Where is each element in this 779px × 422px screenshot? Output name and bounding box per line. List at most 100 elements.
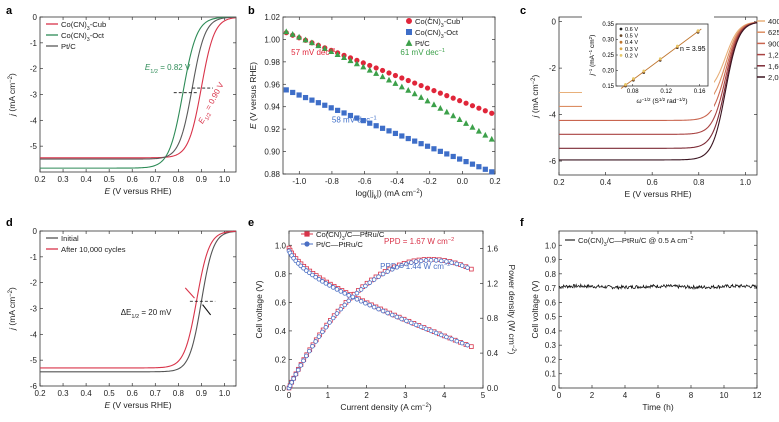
tafel-point-square xyxy=(373,123,379,129)
y-tick-label: 0 xyxy=(33,13,38,22)
power-density-point xyxy=(438,258,444,264)
y-tick-label: -3 xyxy=(30,91,38,100)
legend-marker xyxy=(405,28,412,35)
panel-f-durability: 0 2 4 6 8 10 12 0 0.1 0.2 0.3 0.4 0.5 0.6 0.7 0.8 0.9 1.0… xyxy=(530,230,762,412)
x-tick-label: -0.4 xyxy=(390,177,404,186)
tafel-point-circle xyxy=(386,70,392,76)
polarization-point xyxy=(307,270,312,276)
legend-label: 625 xyxy=(768,28,779,37)
x-tick-label: 0.4 xyxy=(81,175,93,184)
legend-label: Pt/C—PtRu/C xyxy=(316,240,363,249)
tafel-point-triangle xyxy=(424,97,431,104)
tafel-point-square xyxy=(399,133,405,139)
polarization-point xyxy=(465,342,470,348)
inset-x-tick-label: 0.16 xyxy=(694,89,706,95)
x-tick-label: -1.0 xyxy=(292,177,306,186)
tafel-point-square xyxy=(360,118,366,124)
lsv-curve-cub xyxy=(40,17,237,159)
tafel-point-square xyxy=(405,135,411,142)
x-tick-label: 0.9 xyxy=(196,389,208,398)
power-density-point xyxy=(418,258,424,264)
tafel-point-square xyxy=(367,120,373,126)
ppd-label-red: PPD = 1.67 W cm−2 xyxy=(384,237,454,246)
x-tick-label: 0.2 xyxy=(34,389,46,398)
tafel-point-square xyxy=(290,89,296,96)
x-tick-label: 2 xyxy=(590,391,595,400)
inset-point xyxy=(676,44,679,48)
polarization-point xyxy=(438,332,444,338)
x-tick-label: -0.2 xyxy=(423,177,437,186)
polarization-point xyxy=(371,304,377,310)
inset-point xyxy=(696,29,700,32)
power-density-point xyxy=(454,261,460,267)
x-tick-label: 2 xyxy=(364,391,369,400)
power-density-point xyxy=(327,320,332,325)
panel-label-b: b xyxy=(248,5,255,17)
panel-e-fuel-cell: 0 1 2 3 4 50.00.20.40.60.81.00.00.40.81.21.6C… xyxy=(254,230,517,412)
panel-label-c: c xyxy=(520,5,526,17)
rde-curve xyxy=(559,21,758,121)
tafel-point-triangle xyxy=(469,123,476,130)
x-tick-label: 10 xyxy=(720,391,729,400)
x-tick-label: 3 xyxy=(403,391,408,400)
tafel-point-square xyxy=(309,97,315,103)
tafel-point-square xyxy=(328,105,334,111)
polarization-point xyxy=(469,344,474,349)
y-tick-label: -4 xyxy=(549,111,557,120)
power-density-point xyxy=(449,260,454,265)
x-tick-label: 0.4 xyxy=(600,178,612,187)
polarization-point xyxy=(358,298,364,304)
x-axis-title: E (V versus RHE) xyxy=(104,186,171,196)
tafel-point-triangle xyxy=(296,33,303,40)
polarization-point xyxy=(399,316,404,322)
panel-e-frame xyxy=(288,230,484,389)
tafel-point-square xyxy=(412,138,418,144)
power-density-point xyxy=(358,287,364,292)
y-tick-label: 0.0 xyxy=(275,384,287,393)
tafel-point-square xyxy=(347,112,354,119)
y-axis-title: Cell voltage (V) xyxy=(254,280,264,338)
tafel-point-circle xyxy=(392,72,399,79)
tafel-point-triangle xyxy=(488,135,495,142)
power-density-point xyxy=(389,266,395,272)
polarization-point xyxy=(413,322,419,328)
y-tick-label: 0 xyxy=(552,384,557,393)
polarization-point xyxy=(363,300,368,306)
power-density-point xyxy=(413,259,419,264)
rde-curve xyxy=(559,22,758,149)
y-tick-label: 0 xyxy=(552,18,557,27)
y-tick-label: 1.0 xyxy=(545,241,557,250)
y-tick-label: 0.88 xyxy=(264,170,280,179)
y-tick-label: 0.6 xyxy=(275,298,287,307)
legend-label: Co(CN)3/C—PtRu/C @ 0.5 A cm−2 xyxy=(578,236,694,248)
inset-y-tick-label: 0.35 xyxy=(602,22,614,28)
tafel-point-triangle xyxy=(482,131,489,138)
y-tick-label: 1.02 xyxy=(264,13,280,22)
tafel-point-square xyxy=(283,87,289,93)
y2-tick-label: 0.4 xyxy=(487,349,499,358)
tafel-point-circle xyxy=(431,87,437,94)
polarization-point xyxy=(327,283,332,288)
tafel-point-square xyxy=(450,153,456,160)
legend-label: 2,025 xyxy=(768,73,779,82)
power-density-point xyxy=(385,269,390,274)
x-tick-label: 8 xyxy=(689,391,694,400)
inset-legend-label: 0.4 V xyxy=(625,40,638,46)
polarization-point xyxy=(376,306,381,312)
power-density-point xyxy=(404,261,409,267)
y-tick-label: -4 xyxy=(30,116,38,125)
legend-marker xyxy=(304,241,310,247)
tafel-point-triangle xyxy=(463,120,470,126)
tafel-point-square xyxy=(463,159,469,165)
inset-x-axis-title: ω−1/2 (S1/2 rad−1/2) xyxy=(636,97,687,106)
polarization-point xyxy=(301,265,306,271)
tafel-point-triangle xyxy=(289,31,296,37)
polarization-point xyxy=(316,276,322,282)
power-density-point xyxy=(465,265,470,270)
rde-curve xyxy=(559,22,758,135)
durability-trace xyxy=(558,283,758,291)
power-density-point xyxy=(433,258,439,263)
legend-label: Initial xyxy=(61,234,79,243)
y-tick-label: 0.92 xyxy=(264,125,280,134)
